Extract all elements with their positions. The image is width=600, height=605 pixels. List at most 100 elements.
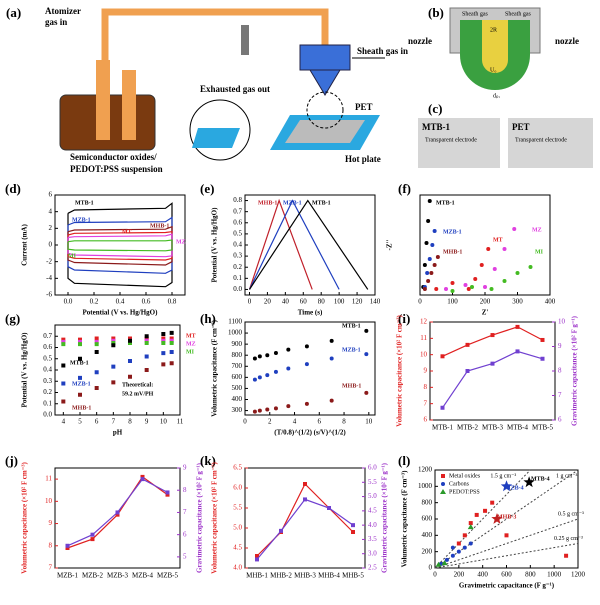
y2-tick-label: 3.5: [368, 535, 377, 543]
marker: [61, 363, 66, 368]
y2-tick-label: 4.0: [368, 521, 377, 529]
marker: [161, 336, 166, 341]
label: nozzle: [555, 36, 579, 46]
y-tick-label: 10: [45, 497, 53, 505]
panel-label: (f): [398, 181, 411, 196]
y-tick-label: 9: [49, 519, 53, 527]
panel-label: (a): [6, 5, 21, 20]
series-label: MTB-4: [531, 476, 550, 482]
x-tick-label: MTB-2: [457, 424, 479, 432]
x-tick-label: 8: [128, 418, 132, 426]
series-label: MI: [186, 349, 195, 355]
label: U₀: [490, 67, 496, 73]
series-line: [67, 216, 173, 274]
marker: [473, 277, 478, 281]
marker: [279, 528, 283, 533]
panel-label: (b): [428, 5, 444, 20]
y-tick-label: 0.1: [43, 399, 52, 407]
x-tick-label: 0: [433, 571, 437, 579]
marker: [140, 477, 145, 482]
marker: [466, 287, 471, 291]
gas-pipe: [101, 8, 329, 95]
marker: [462, 545, 467, 550]
marker: [515, 271, 520, 275]
y-tick-label: 11: [45, 475, 52, 483]
marker: [450, 281, 455, 285]
marker: [492, 267, 497, 271]
panel-label: (i): [398, 311, 410, 326]
series-label: MI: [535, 249, 544, 255]
x-tick-label: 600: [501, 571, 512, 579]
series-label: MTB-1: [436, 200, 455, 206]
marker: [94, 339, 99, 344]
y-tick-label: 8: [424, 383, 428, 391]
label: Sheath gas: [462, 11, 488, 17]
y2-tick-label: 7: [558, 391, 562, 399]
series-label: MZB-1: [72, 381, 91, 387]
marker: [257, 354, 262, 359]
inset-plate: [192, 128, 240, 148]
marker: [94, 370, 99, 375]
marker: [65, 543, 70, 548]
marker: [144, 334, 149, 339]
marker: [435, 561, 442, 567]
x-axis-label: Time (s): [298, 309, 323, 317]
marker: [169, 338, 174, 343]
marker: [144, 341, 149, 345]
y-tick-label: 600: [232, 373, 243, 381]
marker: [426, 219, 431, 223]
series-label: MZ: [176, 239, 186, 245]
marker: [528, 265, 533, 269]
series-label: MTB-1: [342, 323, 361, 329]
marker: [140, 474, 145, 479]
y2-axis-label: Gravimetric capacitance (×10² F g⁻¹): [381, 462, 389, 573]
label: PET: [355, 102, 373, 112]
x-tick-label: 400: [545, 298, 556, 306]
marker: [265, 373, 270, 378]
series-label: MT: [493, 237, 503, 243]
marker: [427, 199, 432, 203]
marker: [329, 398, 334, 403]
x-tick-label: 100: [334, 298, 345, 306]
x-tick-label: 9: [145, 418, 149, 426]
marker: [468, 521, 473, 526]
marker: [161, 362, 166, 367]
y-tick-label: 6: [424, 416, 428, 424]
series-label: MHB-1: [342, 383, 361, 389]
label: Transparent electrode: [425, 137, 477, 143]
marker: [500, 480, 513, 492]
x-tick-label: 0.4: [116, 298, 125, 306]
marker: [463, 283, 468, 287]
series-label: MZB-1: [72, 217, 91, 223]
marker: [430, 243, 435, 247]
series-label: MZ: [532, 227, 542, 233]
marker: [468, 541, 473, 546]
photo: [508, 118, 593, 168]
marker: [61, 399, 66, 404]
x-axis-label: Gravimetric capacitance (F g⁻¹): [459, 582, 555, 590]
schematic-a: (a) Atomizer gas in Exhausted gas out Sh…: [6, 5, 408, 174]
marker: [515, 349, 520, 354]
label: Transparent electrode: [515, 137, 567, 143]
marker: [450, 553, 455, 558]
density-line: [434, 543, 579, 569]
marker: [111, 380, 116, 385]
y-axis-label: Volumetric capacitance (×10² F cm⁻³): [396, 315, 404, 427]
marker: [450, 545, 455, 550]
x-tick-label: 60: [300, 298, 308, 306]
y2-tick-label: 2.5: [368, 564, 377, 572]
label: Sheath gas: [505, 11, 531, 17]
y2-tick-label: 10: [558, 318, 566, 326]
x-tick-label: 5: [78, 418, 82, 426]
legend-label: PEDOT:PSS: [449, 489, 480, 495]
marker: [304, 362, 309, 367]
marker: [490, 500, 495, 505]
y-tick-label: 0.8: [233, 196, 242, 204]
marker: [364, 390, 369, 395]
marker: [540, 337, 545, 342]
marker: [432, 263, 437, 267]
marker: [512, 227, 517, 231]
marker: [490, 361, 495, 366]
y2-axis-label: Gravimetric capacitance (×10² F g⁻¹): [571, 315, 579, 426]
marker: [456, 541, 461, 546]
